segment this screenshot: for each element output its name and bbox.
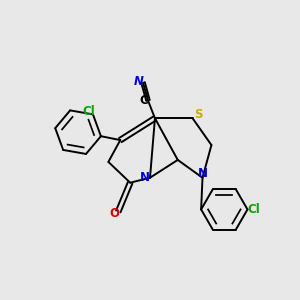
Text: N: N [140,171,150,184]
Text: S: S [194,108,202,121]
Text: O: O [110,207,120,220]
Text: N: N [197,167,208,180]
Text: Cl: Cl [247,203,260,216]
Text: N: N [134,75,143,88]
Text: Cl: Cl [82,105,95,118]
Text: C: C [139,94,148,107]
